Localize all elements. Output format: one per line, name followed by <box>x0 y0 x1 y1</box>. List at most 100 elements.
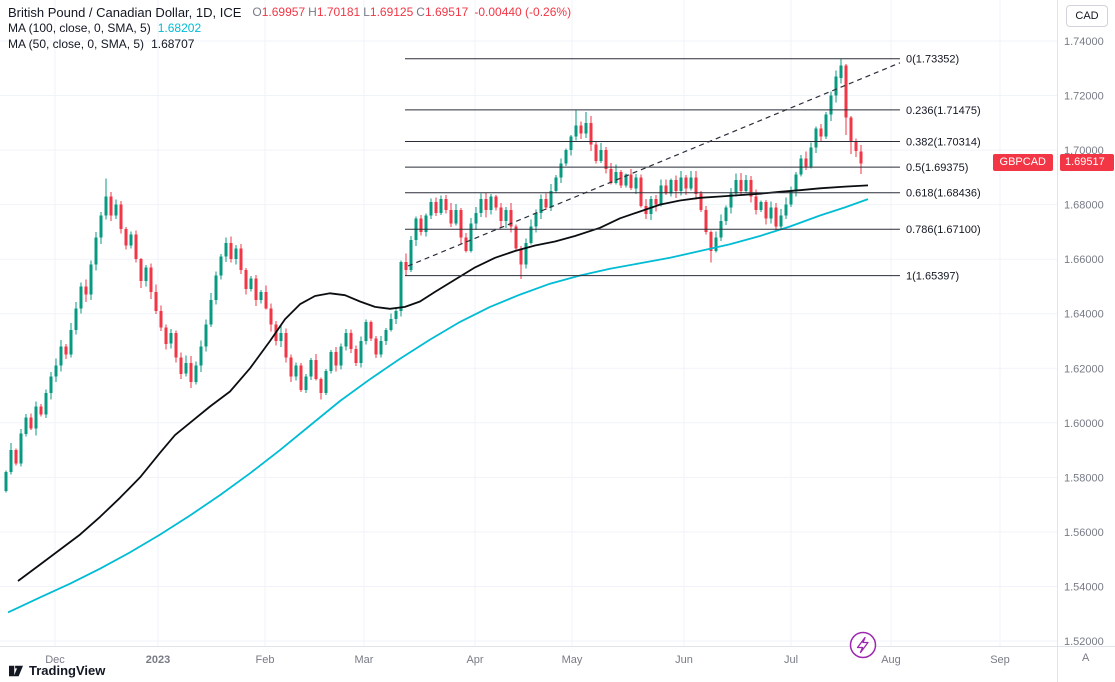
candle-body <box>304 376 308 391</box>
candle-body <box>729 193 733 208</box>
candle-body <box>329 351 333 371</box>
price-tag-value: 1.69517 <box>1060 154 1114 172</box>
candle-body <box>249 278 253 290</box>
price-axis-label: 1.66000 <box>1064 254 1104 266</box>
candle-body <box>394 311 398 320</box>
candle-body <box>544 199 548 208</box>
candle-body <box>219 256 223 276</box>
trendline[interactable] <box>407 62 901 267</box>
candle-body <box>349 332 353 350</box>
fib-retracement[interactable]: 0(1.73352) 0.236(1.71475) 0.382(1.70314) 0.… <box>405 54 981 283</box>
candle-body <box>859 151 863 164</box>
price-tag-symbol: GBPCAD <box>992 154 1053 172</box>
candle-body <box>619 171 623 186</box>
price-axis[interactable]: 1.74000 1.72000 1.70000 1.68000 1.66000 1.640… <box>1064 36 1104 648</box>
candle-body <box>89 264 93 295</box>
candle-body <box>569 136 573 151</box>
candle-body <box>269 308 273 325</box>
price-axis-label: 1.72000 <box>1064 91 1104 103</box>
candle-body <box>844 65 848 118</box>
chart-legend: British Pound / Canadian Dollar, 1D, ICE… <box>8 4 571 52</box>
price-axis-label: 1.60000 <box>1064 418 1104 430</box>
candle-body <box>444 199 448 211</box>
candle-body <box>69 330 73 355</box>
candle-body <box>264 291 268 309</box>
candle-body <box>134 234 138 260</box>
candle-body <box>629 174 633 189</box>
candle-body <box>339 346 343 366</box>
candle-body <box>509 210 513 227</box>
time-axis-label: May <box>562 654 583 666</box>
ma50-legend-value: 1.68707 <box>151 37 195 51</box>
boost-button[interactable] <box>849 631 877 659</box>
candle-body <box>529 226 533 243</box>
candle-body <box>179 357 183 374</box>
candle-body <box>809 147 813 167</box>
candle-body <box>519 248 523 265</box>
candle-body <box>434 201 438 213</box>
candle-body <box>34 406 38 429</box>
time-axis-label: Jul <box>784 654 798 666</box>
auto-scale-label[interactable]: A <box>1082 652 1090 664</box>
price-axis-label: 1.64000 <box>1064 309 1104 321</box>
candle-body <box>559 163 563 178</box>
candle-body <box>14 450 18 464</box>
candle-body <box>464 237 468 251</box>
candle-body <box>574 125 578 137</box>
time-axis-label: Feb <box>256 654 275 666</box>
candle-body <box>649 199 653 215</box>
price-axis-label: 1.58000 <box>1064 472 1104 484</box>
time-axis[interactable]: Dec 2023 Feb Mar Apr May Jun Jul Aug Sep <box>45 654 1010 666</box>
candle-body <box>514 226 518 249</box>
tradingview-logo[interactable]: TradingView <box>8 663 105 678</box>
candle-body <box>294 365 298 377</box>
candle-body <box>79 286 83 309</box>
time-axis-label: Dec <box>45 654 65 666</box>
candle-body <box>44 392 48 415</box>
candle-body <box>199 346 203 366</box>
candle-body <box>189 362 193 382</box>
time-axis-label: Apr <box>466 654 483 666</box>
ma50-line[interactable] <box>17 184 869 582</box>
price-axis-label: 1.70000 <box>1064 145 1104 157</box>
high-value: 1.70181 <box>316 5 361 19</box>
candle-body <box>779 215 783 227</box>
change-value: -0.00440 (-0.26%) <box>474 5 572 19</box>
time-axis-label: Aug <box>881 654 901 666</box>
candle-body <box>29 417 33 429</box>
candle-body <box>824 114 828 137</box>
price-axis-label: 1.54000 <box>1064 582 1104 594</box>
candle-body <box>599 150 603 161</box>
candle-body <box>174 332 178 358</box>
ma100-legend-label[interactable]: MA (100, close, 0, SMA, 5) <box>8 21 151 35</box>
candle-body <box>124 229 128 246</box>
time-axis-label: Mar <box>355 654 374 666</box>
candle-body <box>799 158 803 175</box>
candle-body <box>419 218 423 232</box>
grid-lines <box>0 0 1057 646</box>
candle-body <box>149 267 153 292</box>
tradingview-text: TradingView <box>29 663 106 678</box>
candle-body <box>759 201 763 211</box>
candle-body <box>664 185 668 194</box>
candle-body <box>309 360 313 377</box>
candle-body <box>764 201 768 219</box>
candle-body <box>459 210 463 238</box>
candle-body <box>469 223 473 251</box>
candle-body <box>489 196 493 211</box>
candle-body <box>9 450 13 472</box>
candle-body <box>84 286 88 295</box>
currency-button[interactable]: CAD <box>1066 5 1108 27</box>
symbol-title[interactable]: British Pound / Canadian Dollar, 1D, ICE <box>8 4 242 20</box>
candle-body <box>549 191 553 208</box>
candle-body <box>204 324 208 347</box>
candle-body <box>284 332 288 358</box>
candle-body <box>784 204 788 216</box>
ma50-legend-label[interactable]: MA (50, close, 0, SMA, 5) <box>8 37 145 51</box>
candle-body <box>159 311 163 328</box>
candle-body <box>429 201 433 216</box>
candle-body <box>839 65 843 78</box>
ma100-line[interactable] <box>7 198 869 614</box>
candlestick-series[interactable] <box>4 58 863 493</box>
